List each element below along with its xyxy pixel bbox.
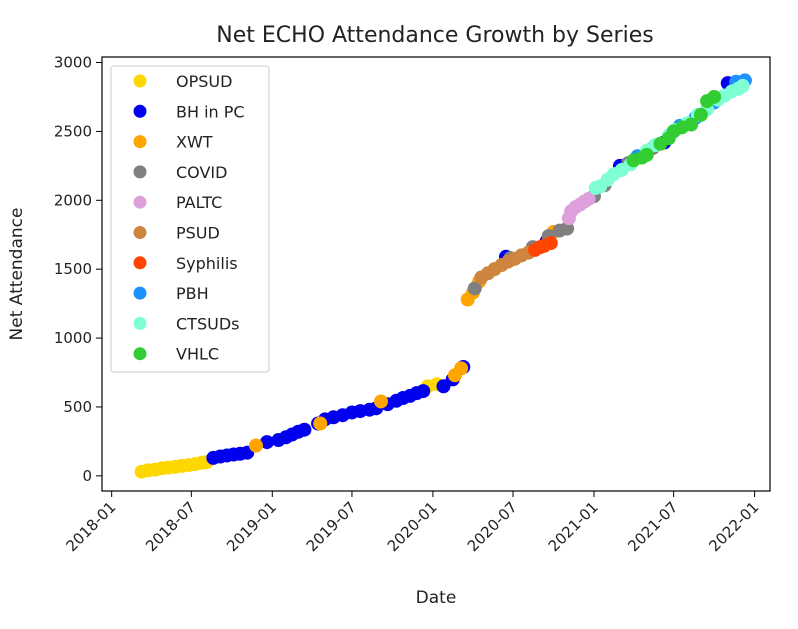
x-tick-label: 2018-07	[142, 498, 199, 555]
data-point-covid	[467, 281, 482, 296]
y-tick-label: 500	[63, 398, 92, 416]
data-point-bh-in-pc	[297, 422, 312, 437]
data-point-bh-in-pc	[260, 435, 275, 450]
legend-marker-bh-in-pc	[133, 104, 147, 118]
y-tick-label: 0	[82, 467, 92, 485]
legend-label-vhlc: VHLC	[176, 345, 219, 364]
x-axis-label: Date	[416, 588, 457, 608]
legend-marker-ctsuds	[133, 316, 147, 330]
data-point-syphilis	[543, 236, 558, 250]
x-tick-label: 2019-07	[303, 498, 360, 555]
y-axis-label: Net Attendance	[7, 208, 27, 341]
x-tick-label: 2020-01	[384, 498, 441, 555]
data-point-xwt	[313, 416, 328, 431]
x-axis-ticks: 2018-01 2018-07 2019-01 2019-07 2020-01 2020-…	[62, 491, 762, 555]
legend-label-covid: COVID	[176, 163, 227, 182]
data-point-bh-in-pc	[416, 384, 431, 399]
legend-label-psud: PSUD	[176, 224, 220, 243]
y-tick-label: 2500	[54, 122, 92, 140]
legend-marker-covid	[133, 165, 147, 179]
data-point-vhlc	[684, 117, 699, 132]
legend-marker-xwt	[133, 135, 147, 149]
y-axis-ticks: 0 500 1000 1500 2000 2500 3000	[54, 54, 102, 485]
data-points	[134, 73, 752, 479]
data-point-ctsuds	[735, 78, 750, 93]
data-point-xwt	[249, 438, 264, 453]
x-tick-label: 2021-01	[545, 498, 602, 555]
legend-marker-vhlc	[133, 347, 147, 361]
legend-label-bh-in-pc: BH in PC	[176, 102, 245, 121]
x-tick-label: 2018-01	[62, 498, 119, 555]
x-tick-label: 2020-07	[464, 498, 521, 555]
plot-area	[101, 56, 771, 492]
data-point-xwt	[373, 394, 388, 409]
legend-marker-psud	[133, 226, 147, 239]
legend-box	[110, 65, 270, 373]
legend-label-opsud: OPSUD	[176, 72, 232, 91]
legend-marker-syphilis	[133, 256, 147, 270]
x-tick-label: 2022-01	[705, 498, 762, 555]
legend-label-ctsuds: CTSUDs	[176, 314, 239, 333]
legend-label-syphilis: Syphilis	[176, 254, 238, 273]
y-tick-label: 1500	[54, 260, 92, 278]
y-tick-label: 3000	[54, 54, 92, 72]
data-point-paltc	[581, 191, 596, 206]
legend-marker-pbh	[133, 286, 147, 300]
plot-frame	[101, 56, 771, 492]
data-point-covid	[560, 221, 575, 236]
x-tick-label: 2021-07	[624, 498, 681, 555]
data-point-vhlc	[707, 89, 722, 104]
y-tick-label: 1000	[54, 329, 92, 347]
legend-label-xwt: XWT	[176, 133, 213, 152]
chart-title: Net ECHO Attendance Growth by Series	[216, 23, 653, 48]
x-tick-label: 2019-01	[223, 498, 280, 555]
legend-marker-opsud	[133, 74, 147, 88]
data-point-xwt	[454, 361, 469, 376]
legend-label-paltc: PALTC	[176, 193, 222, 212]
chart-legend: OPSUD BH in PC XWT COVID PALTC PSUD Syphilis PB…	[110, 65, 270, 373]
legend-label-pbh: PBH	[176, 284, 209, 303]
data-point-vhlc	[693, 107, 708, 122]
legend-marker-paltc	[133, 195, 147, 209]
data-point-vhlc	[639, 147, 654, 162]
y-tick-label: 2000	[54, 191, 92, 209]
